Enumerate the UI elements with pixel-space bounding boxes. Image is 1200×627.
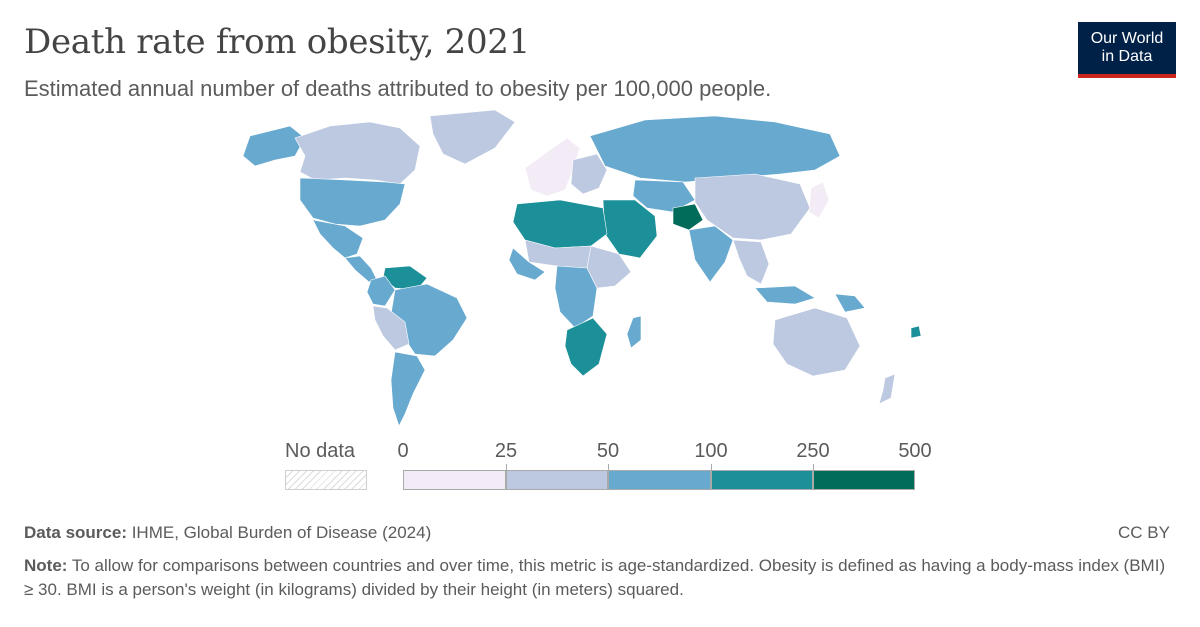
- legend-tick-500: 500: [898, 440, 932, 462]
- region-pacific-islands[interactable]: [910, 325, 922, 339]
- legend-no-data-swatch: [285, 470, 367, 490]
- region-indonesia[interactable]: [754, 285, 816, 305]
- region-south-asia[interactable]: [688, 225, 734, 283]
- region-eastern-europe[interactable]: [570, 153, 608, 195]
- legend-bin-2[interactable]: [608, 470, 711, 490]
- region-papua-new-guinea[interactable]: [834, 293, 866, 313]
- legend-tick-250: 250: [796, 440, 830, 462]
- region-argentina-chile[interactable]: [390, 351, 426, 427]
- legend-tick-25: 25: [494, 440, 518, 462]
- note-text: To allow for comparisons between countri…: [24, 556, 1166, 599]
- map-legend: No data 0 25 50 100 250 500: [0, 436, 1200, 496]
- chart-title: Death rate from obesity, 2021: [24, 22, 530, 62]
- region-madagascar[interactable]: [626, 315, 642, 349]
- region-peru-bolivia[interactable]: [372, 305, 410, 351]
- region-southern-africa[interactable]: [564, 317, 608, 377]
- region-japan[interactable]: [808, 181, 830, 219]
- logo-line-2: in Data: [1101, 48, 1153, 65]
- region-greenland[interactable]: [429, 109, 516, 165]
- region-china-mongolia[interactable]: [694, 173, 811, 241]
- owid-logo[interactable]: Our World in Data: [1078, 22, 1176, 78]
- logo-line-1: Our World: [1090, 30, 1164, 47]
- data-source-label: Data source:: [24, 523, 127, 542]
- legend-tickmark-100: [711, 464, 712, 470]
- legend-tick-50: 50: [596, 440, 620, 462]
- legend-bin-1[interactable]: [506, 470, 608, 490]
- note-label: Note:: [24, 556, 68, 575]
- legend-bin-0[interactable]: [403, 470, 506, 490]
- region-australia[interactable]: [772, 307, 861, 377]
- data-source: Data source: IHME, Global Burden of Dise…: [24, 523, 431, 543]
- region-central-america[interactable]: [344, 255, 378, 283]
- region-colombia-ecuador[interactable]: [366, 275, 396, 307]
- world-map[interactable]: [195, 108, 955, 438]
- region-west-africa[interactable]: [508, 247, 546, 281]
- legend-tickmark-250: [813, 464, 814, 470]
- region-western-europe[interactable]: [524, 137, 581, 197]
- license-link[interactable]: CC BY: [1118, 523, 1170, 542]
- chart-note: Note: To allow for comparisons between c…: [24, 554, 1174, 602]
- region-southeast-asia[interactable]: [732, 239, 770, 285]
- region-mexico[interactable]: [312, 219, 364, 259]
- legend-tickmark-50: [608, 464, 609, 470]
- region-afghanistan[interactable]: [672, 203, 704, 231]
- region-new-zealand[interactable]: [878, 373, 896, 405]
- legend-tickmark-25: [506, 464, 507, 470]
- legend-no-data-label: No data: [285, 440, 356, 462]
- region-canada[interactable]: [294, 121, 421, 185]
- legend-tick-100: 100: [694, 440, 728, 462]
- region-east-africa[interactable]: [586, 245, 632, 289]
- region-middle-east[interactable]: [602, 199, 658, 259]
- legend-bin-3[interactable]: [711, 470, 813, 490]
- data-source-text[interactable]: IHME, Global Burden of Disease (2024): [126, 523, 432, 542]
- chart-subtitle: Estimated annual number of deaths attrib…: [24, 76, 772, 101]
- legend-tick-0: 0: [397, 440, 409, 462]
- region-russia[interactable]: [589, 115, 841, 183]
- legend-bin-4[interactable]: [813, 470, 915, 490]
- region-usa[interactable]: [299, 177, 406, 227]
- logo-accent-bar: [1078, 74, 1176, 78]
- region-alaska[interactable]: [242, 125, 306, 167]
